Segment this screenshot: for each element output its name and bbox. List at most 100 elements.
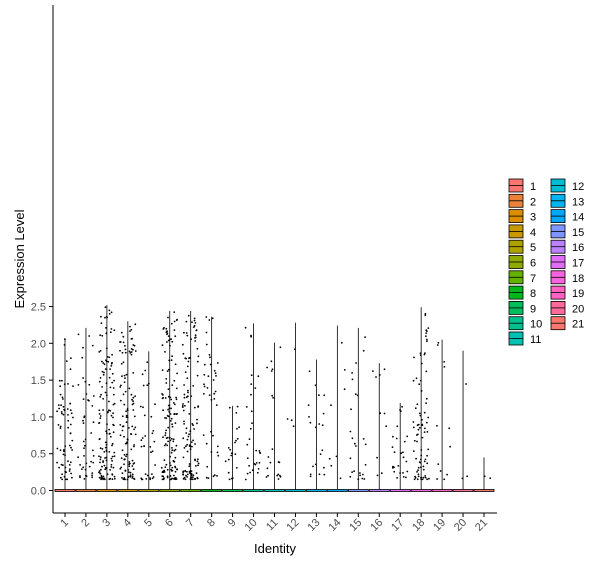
data-point: [167, 368, 170, 371]
data-point: [403, 440, 406, 443]
data-point: [427, 327, 430, 329]
data-point: [279, 475, 282, 478]
data-point: [340, 341, 343, 344]
data-point: [60, 404, 62, 407]
data-point: [186, 476, 189, 478]
data-point: [68, 464, 71, 466]
data-point: [112, 403, 115, 406]
data-point: [169, 396, 172, 399]
data-point: [383, 412, 386, 415]
x-tick-label: 4: [121, 517, 134, 530]
data-point: [113, 424, 115, 427]
data-point: [67, 414, 69, 416]
data-point: [57, 404, 60, 406]
data-point: [108, 356, 111, 359]
data-point: [119, 349, 121, 352]
data-point: [209, 363, 212, 366]
data-point: [134, 433, 137, 436]
data-point: [61, 412, 63, 415]
data-point: [144, 369, 147, 372]
data-point: [188, 463, 191, 465]
data-point: [84, 474, 87, 477]
violin-base-7: [180, 489, 202, 492]
data-point: [64, 445, 67, 447]
legend-label: 7: [530, 273, 536, 285]
data-point: [98, 471, 100, 474]
legend-item-5: 5: [508, 239, 536, 254]
data-point: [99, 461, 101, 464]
data-point: [230, 452, 233, 455]
data-point: [186, 438, 189, 441]
violin-group-9: [222, 405, 244, 492]
violin-group-13: [305, 359, 327, 492]
data-point: [170, 322, 173, 325]
legend-item-16: 16: [550, 239, 584, 254]
data-point: [197, 458, 199, 461]
data-point: [248, 464, 251, 467]
data-point: [98, 409, 101, 412]
data-point: [67, 419, 70, 422]
data-point: [170, 451, 173, 454]
data-point: [173, 413, 176, 416]
data-point: [105, 327, 107, 329]
violin-group-2: [75, 327, 97, 492]
data-point: [170, 359, 173, 361]
data-point: [182, 437, 185, 440]
data-point: [132, 468, 135, 471]
data-point: [193, 324, 196, 327]
data-point: [271, 448, 274, 450]
data-point: [184, 404, 186, 407]
data-point: [418, 412, 421, 415]
data-point: [91, 344, 94, 347]
data-point: [109, 386, 112, 389]
data-point: [169, 464, 172, 467]
data-point: [183, 447, 186, 449]
data-point: [419, 458, 422, 461]
data-point: [212, 379, 215, 381]
data-point: [323, 394, 326, 397]
data-point: [168, 359, 171, 362]
data-point: [217, 445, 219, 448]
data-point: [104, 391, 107, 394]
data-point: [321, 449, 324, 452]
data-point: [170, 398, 173, 401]
data-point: [142, 406, 144, 409]
data-point: [111, 442, 114, 445]
data-point: [197, 464, 199, 467]
data-point: [173, 449, 176, 452]
data-point: [105, 432, 108, 435]
data-point: [141, 437, 144, 439]
data-point: [151, 450, 154, 453]
data-point: [79, 464, 81, 466]
data-point: [59, 393, 62, 396]
data-point: [111, 478, 114, 481]
data-point: [108, 376, 111, 379]
data-point: [82, 466, 85, 469]
data-point: [109, 410, 112, 412]
data-point: [98, 380, 101, 383]
data-point: [69, 468, 71, 470]
data-point: [106, 316, 108, 319]
data-point: [182, 456, 185, 459]
violin-base-18: [410, 489, 432, 492]
data-point: [128, 350, 131, 353]
data-point: [413, 439, 416, 442]
data-point: [163, 477, 165, 479]
y-axis-title: Expression Level: [12, 209, 27, 308]
violin-base-6: [159, 489, 181, 492]
data-point: [103, 464, 106, 467]
data-point: [203, 373, 206, 376]
data-point: [412, 421, 415, 423]
data-point: [63, 383, 66, 386]
y-tick-label: 1.0: [31, 412, 46, 424]
data-point: [230, 454, 233, 457]
data-point: [192, 385, 195, 387]
violin-base-21: [473, 489, 495, 492]
data-point: [207, 375, 210, 378]
data-point: [120, 384, 122, 387]
violin-group-6: [159, 310, 181, 492]
data-point: [309, 475, 312, 478]
data-point: [169, 344, 171, 347]
data-point: [131, 473, 134, 476]
violin-base-9: [222, 489, 244, 492]
